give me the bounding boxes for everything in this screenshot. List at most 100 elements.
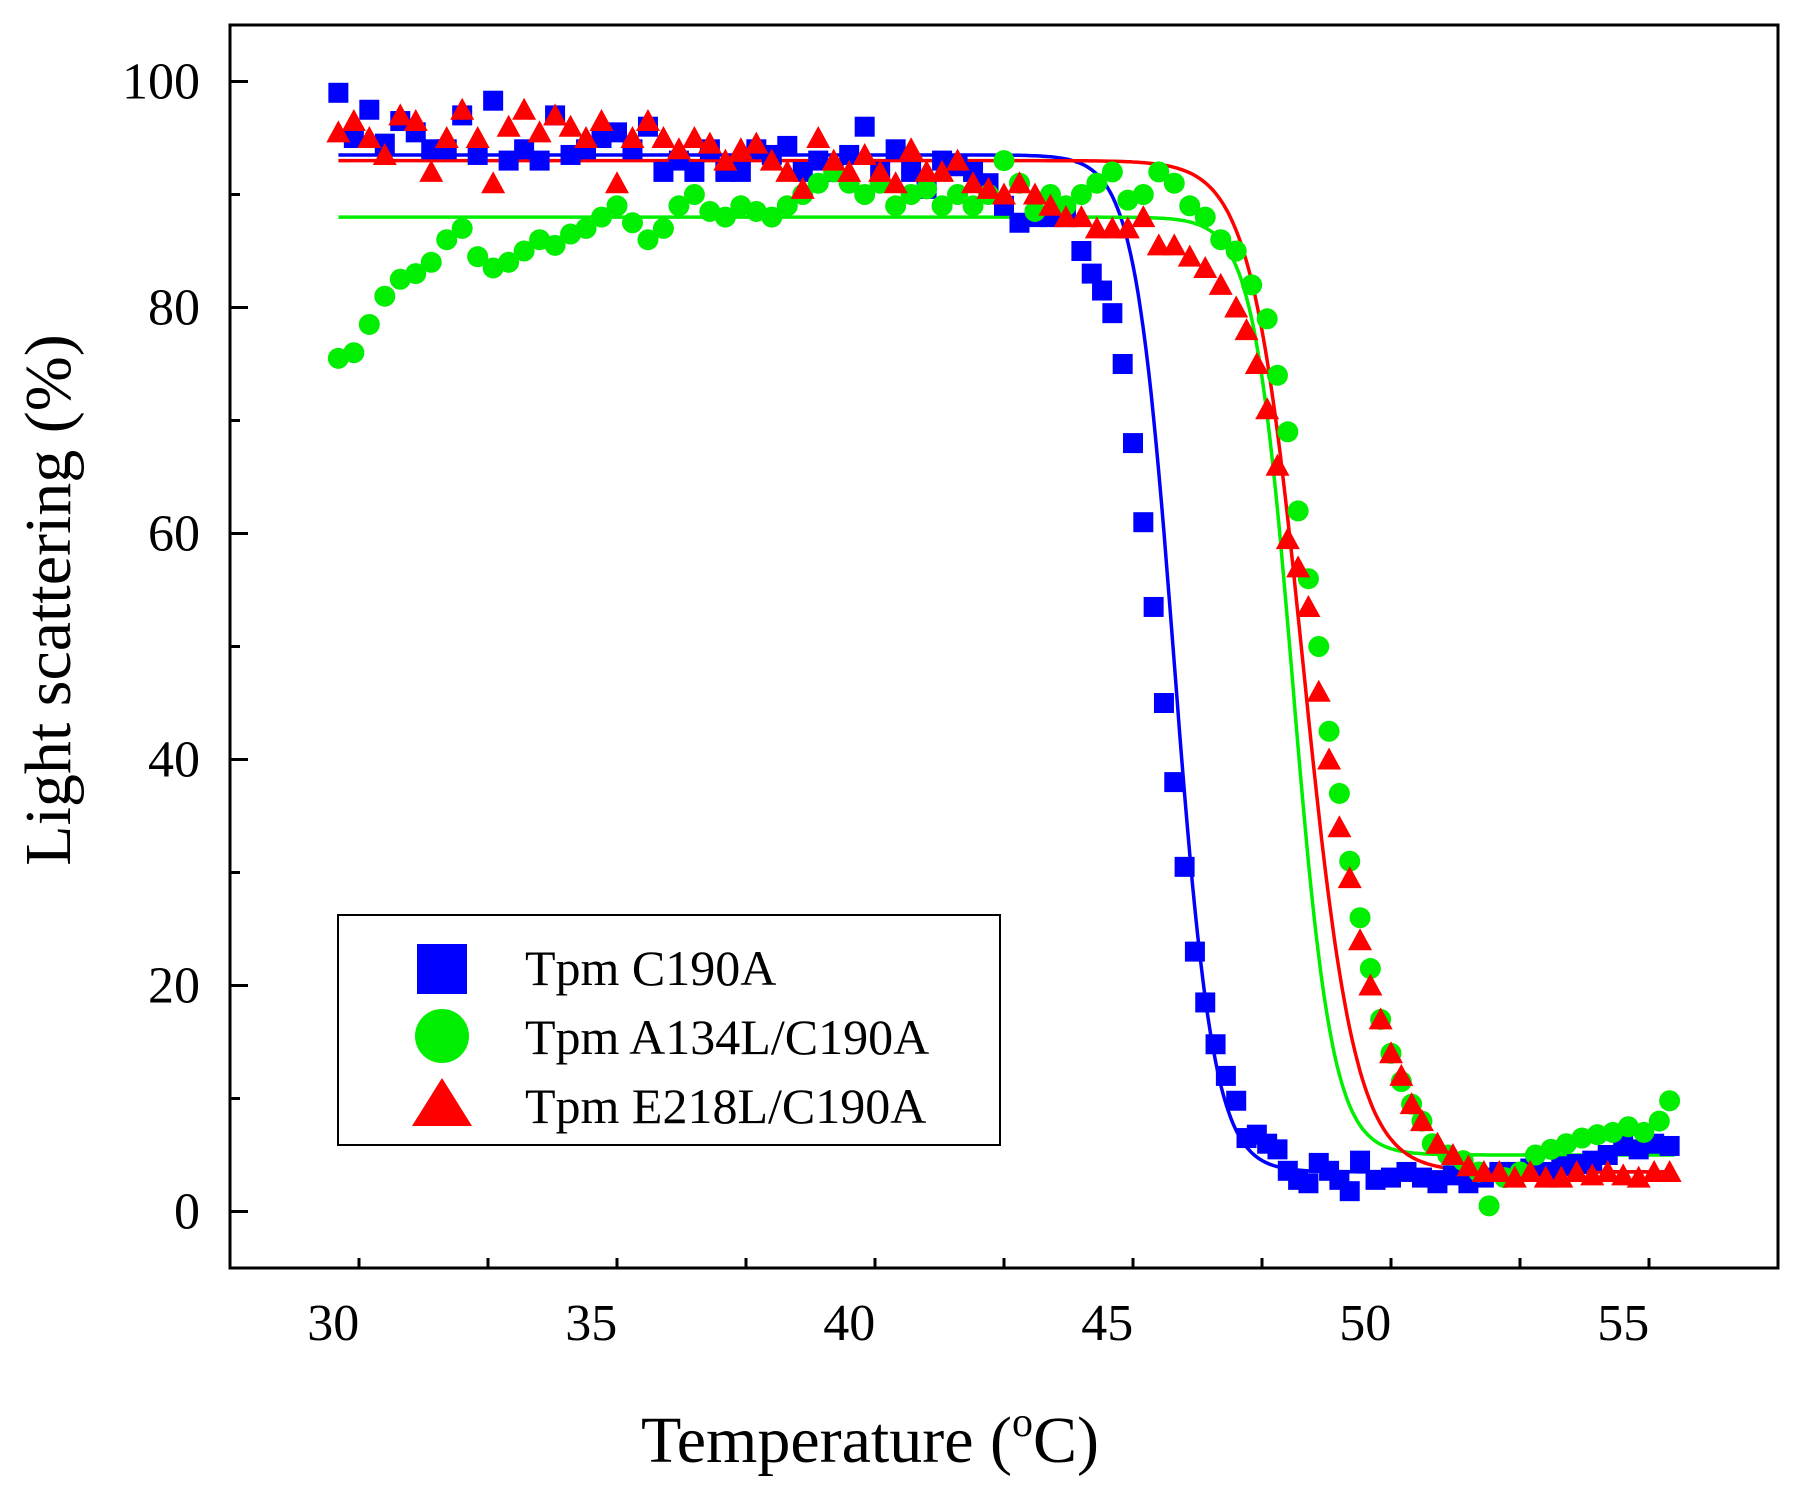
series-3-point [1038, 193, 1063, 216]
series-1-point [792, 161, 813, 182]
legend-label-series-1: Tpm C190A [525, 940, 776, 996]
series-3-point [1177, 244, 1202, 267]
series-2-point [962, 195, 984, 217]
series-3-point [1022, 182, 1047, 205]
series-2-point [1308, 636, 1330, 657]
series-3-point [992, 182, 1016, 205]
x-axis-title: Temperature (oC) [641, 1400, 1099, 1477]
x-tick-label: 30 [307, 1295, 359, 1352]
series-2-point [1266, 364, 1288, 386]
series-3-point [976, 176, 1001, 199]
series-1-point [1298, 1173, 1319, 1194]
series-2-point [1349, 907, 1371, 929]
series-3-point [1425, 1131, 1450, 1154]
series-2-point [1086, 172, 1108, 194]
series-2-point [1586, 1124, 1608, 1146]
series-2-point [683, 184, 705, 205]
series-1-point [901, 161, 922, 182]
series-3-point [1379, 1041, 1403, 1064]
series-1-point [1081, 263, 1102, 284]
y-tick-label: 80 [148, 280, 200, 337]
series-1-point [854, 116, 875, 137]
series-1-point [1350, 1150, 1371, 1171]
series-2-point [1287, 500, 1309, 522]
series-3-point [1409, 1109, 1434, 1132]
series-3-point [372, 142, 397, 165]
series-3-point [558, 114, 583, 137]
series-3-point [326, 120, 351, 143]
legend-marker-square [417, 944, 467, 994]
series-2-point [916, 178, 938, 200]
series-3-point [1642, 1159, 1667, 1182]
series-2-point [451, 217, 473, 239]
series-3-point [1611, 1163, 1636, 1186]
series-3-point [713, 148, 738, 171]
y-tick-label: 100 [122, 54, 200, 111]
series-1-point [1215, 1065, 1236, 1086]
series-3-point [1368, 1007, 1393, 1030]
y-axis-title: Light scattering (%) [12, 334, 85, 865]
series-1-point [421, 139, 442, 160]
series-3-point [1456, 1154, 1481, 1177]
legend-marker-circle [415, 1009, 469, 1063]
series-2-point [343, 342, 365, 364]
series-3-point [1115, 216, 1140, 239]
series-1-point [1195, 992, 1216, 1013]
series-2-point [714, 206, 736, 228]
series-3-point [496, 114, 521, 137]
series-3-point [1224, 295, 1249, 318]
series-3-point [1564, 1159, 1589, 1182]
series-2-point [420, 251, 442, 273]
series-1-point [1442, 1165, 1463, 1186]
series-2-point [513, 240, 535, 262]
series-2-point [1024, 200, 1046, 222]
series-2-point [1478, 1195, 1500, 1217]
series-1-point [498, 150, 519, 171]
series-3-point [1306, 679, 1331, 702]
series-2-point [498, 251, 520, 273]
legend-label-series-3: Tpm E218L/C190A [525, 1078, 926, 1134]
series-3-point [837, 159, 862, 182]
legend: Tpm C190A Tpm A134L/C190A Tpm E218L/C190… [337, 914, 1001, 1146]
series-3-point [1255, 397, 1280, 420]
series-1-point [1143, 596, 1164, 617]
series-3-point [357, 126, 382, 148]
series-3-point [790, 176, 815, 199]
series-1-point [1365, 1169, 1386, 1190]
series-1-point [1133, 512, 1154, 533]
series-3-point [574, 126, 599, 148]
series-1-point [839, 144, 860, 165]
series-3-point [728, 137, 753, 160]
series-1-point [730, 161, 751, 182]
series-2-point [544, 234, 566, 256]
series-3-point [465, 126, 490, 148]
series-3-point [899, 137, 924, 160]
series-3-point [419, 159, 444, 182]
series-1-point [777, 135, 798, 156]
series-3-point [1337, 866, 1362, 889]
series-1-point [1659, 1135, 1680, 1156]
series-3-point [1533, 1165, 1558, 1188]
series-1-point [1112, 354, 1133, 374]
series-3-point [403, 109, 428, 132]
series-3-point [930, 159, 955, 182]
series-2-point [668, 195, 690, 217]
series-3-point [605, 171, 629, 194]
series-3-point [1327, 815, 1352, 838]
series-1-point [1184, 941, 1205, 962]
series-2-point [1241, 274, 1263, 296]
series-2-point [374, 285, 396, 307]
series-3-point [1549, 1165, 1574, 1188]
series-1-point [1381, 1167, 1401, 1188]
series-3-point [527, 120, 552, 143]
series-3-point [1084, 216, 1109, 239]
series-3-point [620, 126, 645, 148]
series-2-point [776, 195, 798, 217]
series-3-point [1007, 171, 1032, 194]
series-3-point [682, 126, 707, 148]
series-3-point [651, 126, 676, 148]
series-1-point [1102, 303, 1123, 324]
series-3-point [434, 126, 459, 148]
series-3-point [635, 109, 660, 132]
